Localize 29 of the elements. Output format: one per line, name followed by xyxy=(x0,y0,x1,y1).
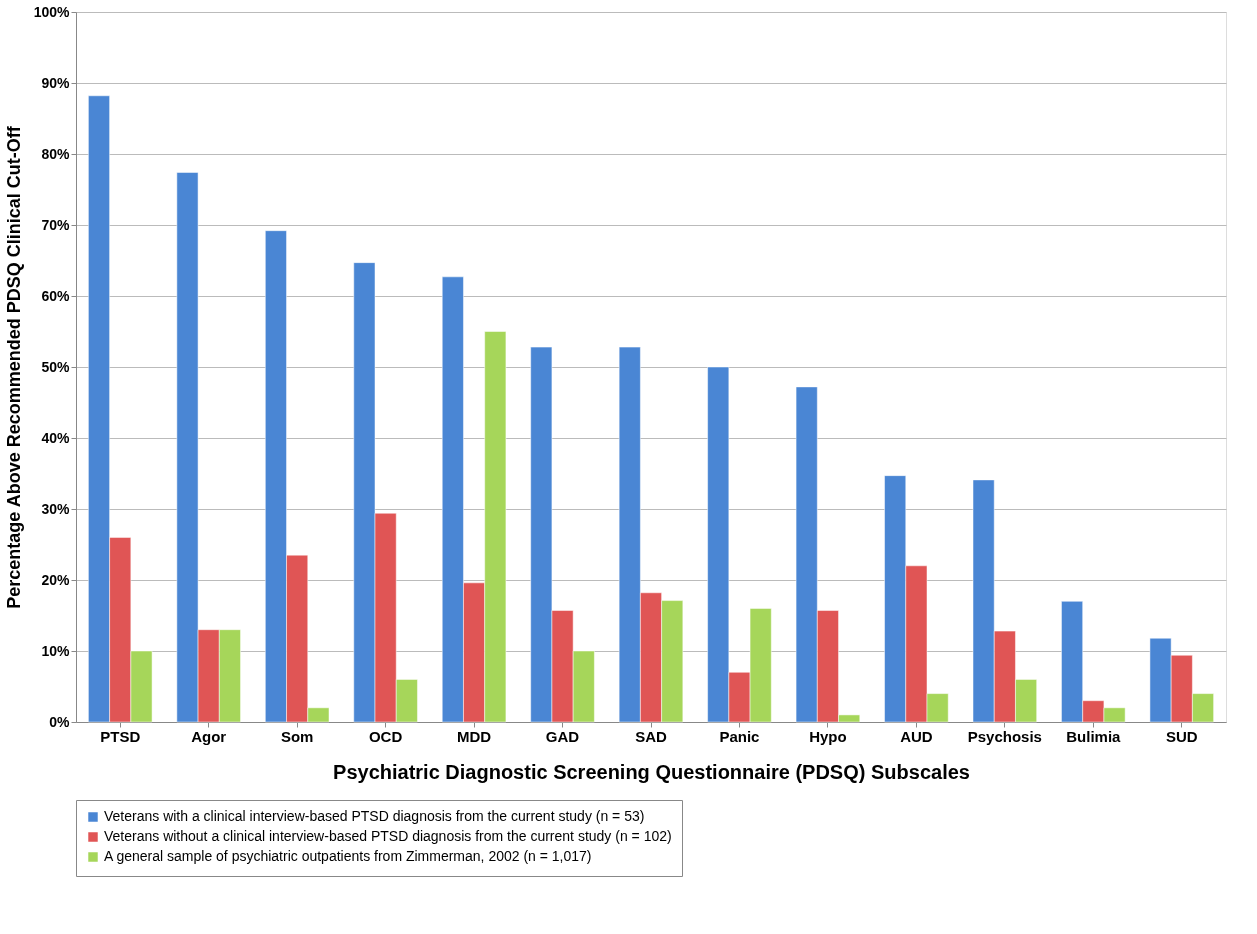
x-tick-label: Agor xyxy=(191,727,227,745)
y-tick-label: 90% xyxy=(41,74,71,91)
x-tick-label: GAD xyxy=(545,727,580,745)
x-tick-label: Som xyxy=(280,727,314,745)
x-tick-label: Panic xyxy=(719,727,760,745)
y-tick-label: 50% xyxy=(41,358,71,375)
legend-label: A general sample of psychiatric outpatients from Zimmerman, 2002 (n = 1,017) xyxy=(104,848,592,864)
x-tick-label: Psychosis xyxy=(967,727,1042,745)
x-tick-label: Bulimia xyxy=(1066,727,1122,745)
x-tick-label: MDD xyxy=(456,727,492,745)
x-tick-label: PTSD xyxy=(100,727,141,745)
y-tick-label: 60% xyxy=(41,287,71,304)
y-tick-label: 40% xyxy=(41,429,71,446)
x-axis-title: Psychiatric Diagnostic Screening Questionnaire (PDSQ) Subscales xyxy=(333,760,970,783)
y-tick-label: 20% xyxy=(41,571,71,588)
x-tick-label: OCD xyxy=(368,727,403,745)
x-tick-label: AUD xyxy=(900,727,933,745)
legend-label: Veterans with a clinical interview-based PTSD diagnosis from the current study (n = 53) xyxy=(104,808,645,824)
y-axis-title: Percentage Above Recommended PDSQ Clinical Cut-Off xyxy=(3,125,24,609)
y-tick-label: 100% xyxy=(33,3,71,20)
legend-label: Veterans without a clinical interview-based PTSD diagnosis from the current study (n = 102) xyxy=(104,828,672,844)
y-tick-label: 70% xyxy=(41,216,71,233)
x-tick-label: Hypo xyxy=(809,727,847,745)
x-tick-label: SUD xyxy=(1165,727,1198,745)
y-tick-label: 10% xyxy=(41,642,71,659)
y-tick-label: 80% xyxy=(41,145,71,162)
x-tick-label: SAD xyxy=(635,727,667,745)
y-tick-label: 30% xyxy=(41,500,71,517)
y-tick-label: 0% xyxy=(49,713,71,730)
